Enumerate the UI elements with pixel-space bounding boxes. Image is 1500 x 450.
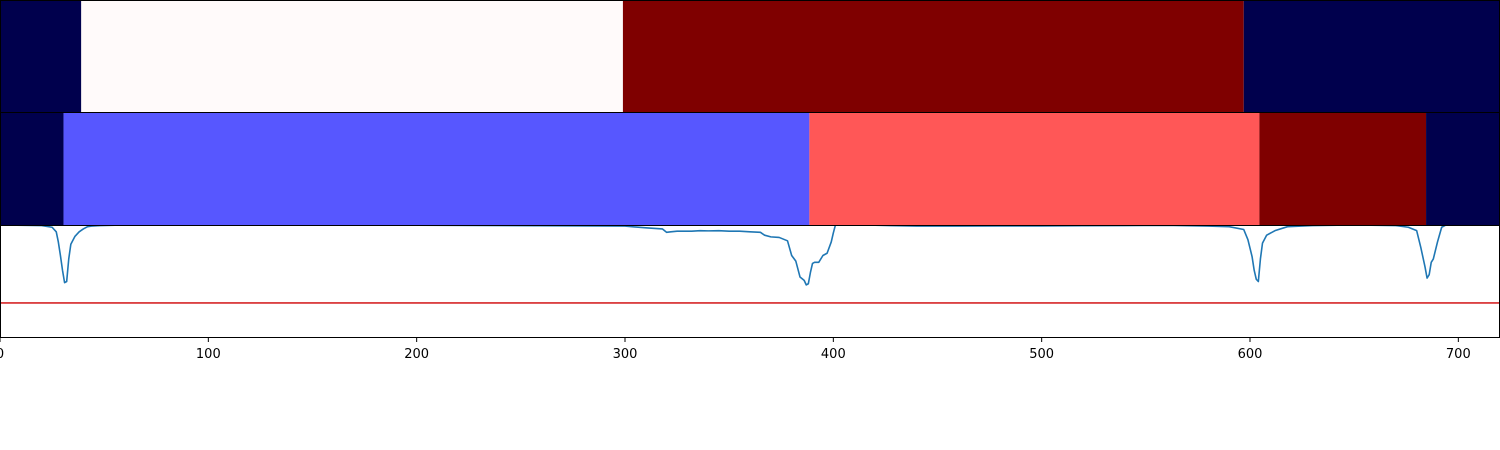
x-tick-label-300: 300 — [613, 347, 638, 362]
x-axis: 0 100 200 300 400 500 600 700 — [0, 338, 1471, 362]
middle-bar-segment-4 — [1426, 113, 1500, 226]
middle-bar-segment-1 — [63, 113, 810, 226]
middle-bar-segment-3 — [1259, 113, 1427, 226]
middle-bar-segments — [0, 113, 1500, 226]
bottom-line-panel — [0, 225, 1500, 338]
top-bar-segment-3 — [1243, 0, 1500, 113]
bottom-plot-background — [0, 225, 1500, 338]
x-tick-label-600: 600 — [1238, 347, 1263, 362]
top-bar-segment-1 — [81, 0, 623, 113]
x-tick-label-500: 500 — [1029, 347, 1054, 362]
middle-bar-segment-2 — [809, 113, 1260, 226]
top-bar-segment-0 — [0, 0, 82, 113]
middle-bar-segment-0 — [0, 113, 64, 226]
x-tick-label-0: 0 — [0, 347, 4, 362]
top-bar-segments — [0, 0, 1500, 113]
x-tick-label-200: 200 — [404, 347, 429, 362]
middle-bar-panel — [0, 112, 1500, 226]
x-tick-label-100: 100 — [196, 347, 221, 362]
top-bar-panel — [0, 0, 1500, 113]
x-tick-label-400: 400 — [821, 347, 846, 362]
x-tick-label-700: 700 — [1446, 347, 1471, 362]
top-bar-segment-2 — [622, 0, 1244, 113]
